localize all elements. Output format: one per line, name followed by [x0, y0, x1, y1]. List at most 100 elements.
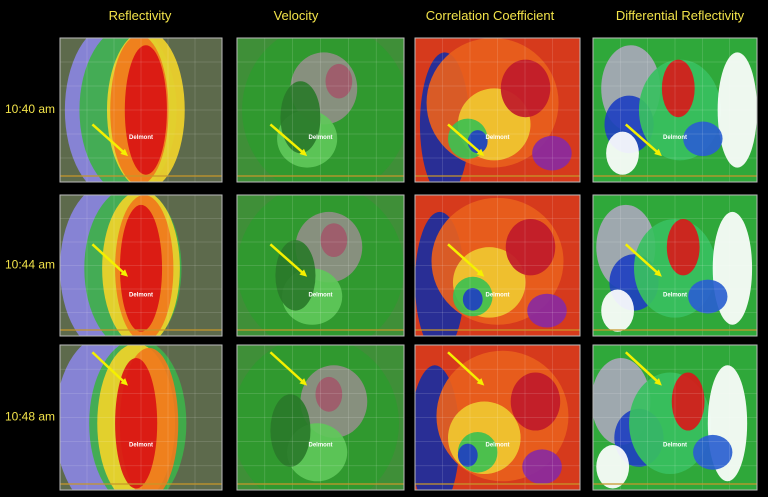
radar-panel: Delmont: [236, 194, 405, 337]
echo-blob: [693, 434, 733, 470]
panel-content: [60, 345, 222, 490]
arrow-head: [299, 269, 308, 277]
panel-border: [592, 344, 758, 491]
arrow-head: [120, 269, 129, 277]
radar-panel: Delmont: [414, 37, 581, 183]
row-label: 10:44 am: [5, 258, 55, 272]
radar-panel: Delmont: [414, 194, 581, 337]
echo-blob: [505, 218, 556, 276]
arrow-head: [476, 269, 485, 277]
panel-border: [414, 344, 581, 491]
column-title: Correlation Coefficient: [426, 8, 555, 23]
echo-blob: [683, 121, 723, 157]
panel-border: [59, 37, 223, 183]
radar-panel: Delmont: [59, 194, 223, 337]
echo-blob: [124, 45, 167, 175]
place-label: Delmont: [486, 135, 510, 141]
arrow-shaft: [269, 351, 305, 384]
panel-content: [237, 345, 404, 490]
panel-border: [59, 344, 223, 491]
echo-blob: [462, 288, 483, 311]
panel-content: [237, 38, 404, 182]
echo-blob: [510, 372, 561, 431]
arrow-shaft: [447, 123, 482, 154]
arrow-head: [654, 378, 662, 386]
panel-content: [593, 38, 757, 182]
panel-content: [60, 195, 222, 336]
radar-panel: Delmont: [59, 37, 223, 183]
panel-border: [59, 194, 223, 337]
echo-blob: [717, 52, 757, 168]
panel-content: [415, 195, 580, 336]
echo-blob: [606, 131, 639, 175]
echo-blob: [500, 59, 551, 118]
echo-blob: [115, 358, 158, 489]
place-label: Delmont: [309, 293, 333, 299]
panel-content: [237, 195, 404, 336]
panel-content: [415, 345, 580, 490]
panel-border: [236, 37, 405, 183]
echo-blob: [688, 279, 728, 314]
echo-blob: [325, 63, 353, 99]
echo-blob: [532, 135, 572, 171]
echo-blob: [601, 289, 634, 332]
row-label: 10:40 am: [5, 102, 55, 116]
echo-blob: [275, 240, 316, 311]
panel-content: [60, 38, 222, 182]
echo-blob: [522, 449, 562, 485]
echo-blob: [320, 223, 348, 258]
place-label: Delmont: [129, 135, 153, 141]
arrow-head: [299, 378, 308, 386]
place-label: Delmont: [663, 443, 687, 449]
column-title: Differential Reflectivity: [616, 8, 745, 23]
arrow-head: [654, 269, 662, 277]
panel-border: [414, 37, 581, 183]
echo-blob: [671, 372, 705, 431]
radar-panel: Delmont: [236, 37, 405, 183]
radar-panel: Delmont: [414, 344, 581, 491]
echo-blob: [666, 218, 700, 276]
echo-blob: [596, 445, 630, 489]
place-label: Delmont: [663, 293, 687, 299]
echo-blob: [270, 394, 311, 467]
column-title: Velocity: [274, 8, 319, 23]
arrow-shaft: [624, 123, 659, 154]
arrow-shaft: [91, 123, 126, 154]
radar-panel: Delmont: [236, 344, 405, 491]
radar-panel: Delmont: [592, 344, 758, 491]
panel-border: [236, 344, 405, 491]
radar-panel: Delmont: [59, 344, 223, 491]
panel-content: [593, 195, 757, 336]
panel-border: [236, 194, 405, 337]
arrow-shaft: [269, 123, 305, 154]
arrow-head: [476, 378, 485, 386]
arrow-shaft: [624, 243, 659, 275]
echo-blob: [527, 293, 567, 328]
echo-blob: [457, 443, 478, 467]
arrow-shaft: [91, 243, 126, 275]
arrow-shaft: [447, 243, 482, 275]
echo-blob: [315, 376, 343, 412]
place-label: Delmont: [486, 443, 510, 449]
place-label: Delmont: [309, 135, 333, 141]
arrow-shaft: [91, 351, 126, 384]
arrow-shaft: [624, 351, 660, 384]
panel-border: [592, 37, 758, 183]
arrow-head: [299, 148, 308, 157]
radar-panel: Delmont: [592, 194, 758, 337]
row-label: 10:48 am: [5, 410, 55, 424]
arrow-shaft: [447, 351, 482, 384]
echo-blob: [280, 81, 321, 154]
place-label: Delmont: [129, 293, 153, 299]
arrow-head: [120, 148, 129, 157]
place-label: Delmont: [486, 293, 510, 299]
arrow-shaft: [269, 243, 305, 275]
arrow-head: [120, 378, 129, 386]
panel-border: [414, 194, 581, 337]
echo-blob: [119, 204, 163, 332]
place-label: Delmont: [309, 443, 333, 449]
column-title: Reflectivity: [109, 8, 172, 23]
panel-border: [592, 194, 758, 337]
echo-blob: [661, 59, 695, 118]
